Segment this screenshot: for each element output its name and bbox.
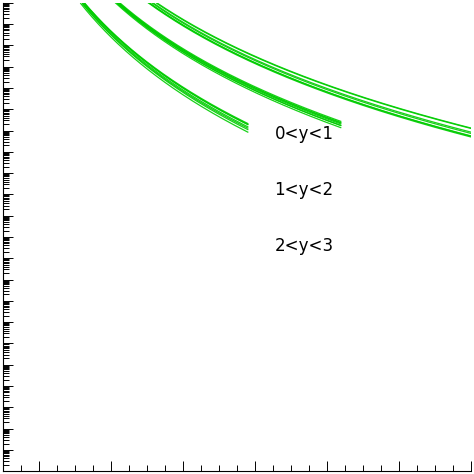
Text: 1<y<2: 1<y<2 xyxy=(274,181,334,199)
Text: 0<y<1: 0<y<1 xyxy=(274,125,334,143)
Text: 2<y<3: 2<y<3 xyxy=(274,237,334,255)
